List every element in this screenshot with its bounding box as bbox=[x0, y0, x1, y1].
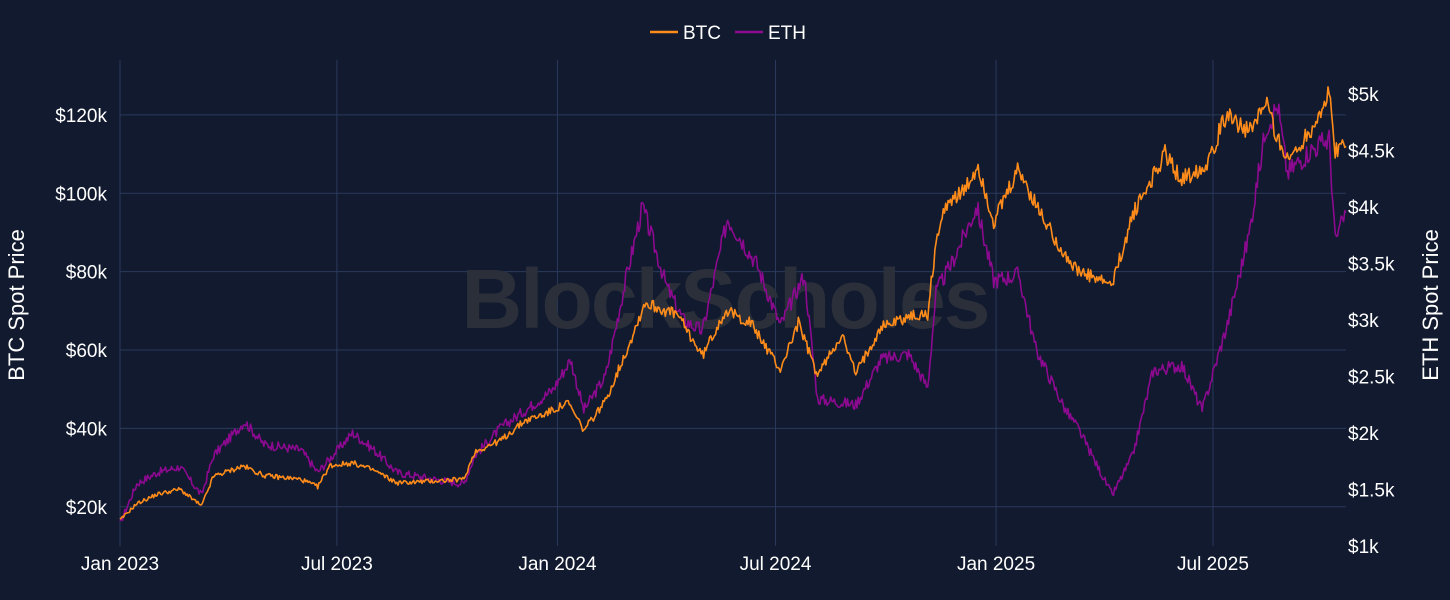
grid-lines bbox=[119, 60, 1346, 546]
x-axis-ticks: Jan 2023 Jul 2023 Jan 2024 Jul 2024 Jan 2025… bbox=[81, 554, 1249, 575]
y2-tick-label: $4k bbox=[1348, 198, 1379, 219]
legend-item-btc[interactable]: BTC bbox=[650, 23, 721, 44]
x-tick-label: Jan 2025 bbox=[957, 554, 1035, 575]
y-tick-label: $20k bbox=[66, 498, 108, 519]
y-tick-label: $120k bbox=[55, 106, 107, 127]
y-axis-left-ticks: $20k $40k $60k $80k $100k $120k bbox=[55, 106, 107, 519]
series-line-eth bbox=[119, 103, 1347, 522]
y2-tick-label: $3k bbox=[1348, 311, 1379, 332]
watermark-logo: BlockScholes bbox=[462, 252, 989, 346]
y2-tick-label: $2k bbox=[1348, 424, 1379, 445]
y-tick-label: $60k bbox=[66, 341, 108, 362]
legend[interactable]: BTC ETH bbox=[650, 23, 806, 44]
legend-label: ETH bbox=[768, 23, 806, 44]
x-tick-label: Jul 2024 bbox=[740, 554, 812, 575]
series-layer bbox=[119, 86, 1347, 522]
y-tick-label: $100k bbox=[55, 184, 107, 205]
x-tick-label: Jan 2023 bbox=[81, 554, 159, 575]
x-tick-label: Jan 2024 bbox=[518, 554, 597, 575]
y-axis-right-title: ETH Spot Price bbox=[1418, 229, 1443, 381]
y-tick-label: $40k bbox=[66, 419, 108, 440]
legend-item-eth[interactable]: ETH bbox=[735, 23, 806, 44]
legend-label: BTC bbox=[683, 23, 721, 44]
series-line-btc bbox=[119, 86, 1347, 520]
y2-tick-label: $3.5k bbox=[1348, 254, 1395, 275]
y-tick-label: $80k bbox=[66, 263, 108, 284]
y2-tick-label: $1.5k bbox=[1348, 480, 1395, 501]
y2-tick-label: $2.5k bbox=[1348, 367, 1395, 388]
x-tick-label: Jul 2025 bbox=[1177, 554, 1249, 575]
y2-tick-label: $4.5k bbox=[1348, 141, 1395, 162]
y-axis-left-title: BTC Spot Price bbox=[4, 229, 29, 381]
x-tick-label: Jul 2023 bbox=[301, 554, 373, 575]
y-axis-right-ticks: $1k $1.5k $2k $2.5k $3k $3.5k $4k $4.5k $5k bbox=[1348, 85, 1395, 558]
y2-tick-label: $5k bbox=[1348, 85, 1379, 106]
y2-tick-label: $1k bbox=[1348, 537, 1379, 558]
